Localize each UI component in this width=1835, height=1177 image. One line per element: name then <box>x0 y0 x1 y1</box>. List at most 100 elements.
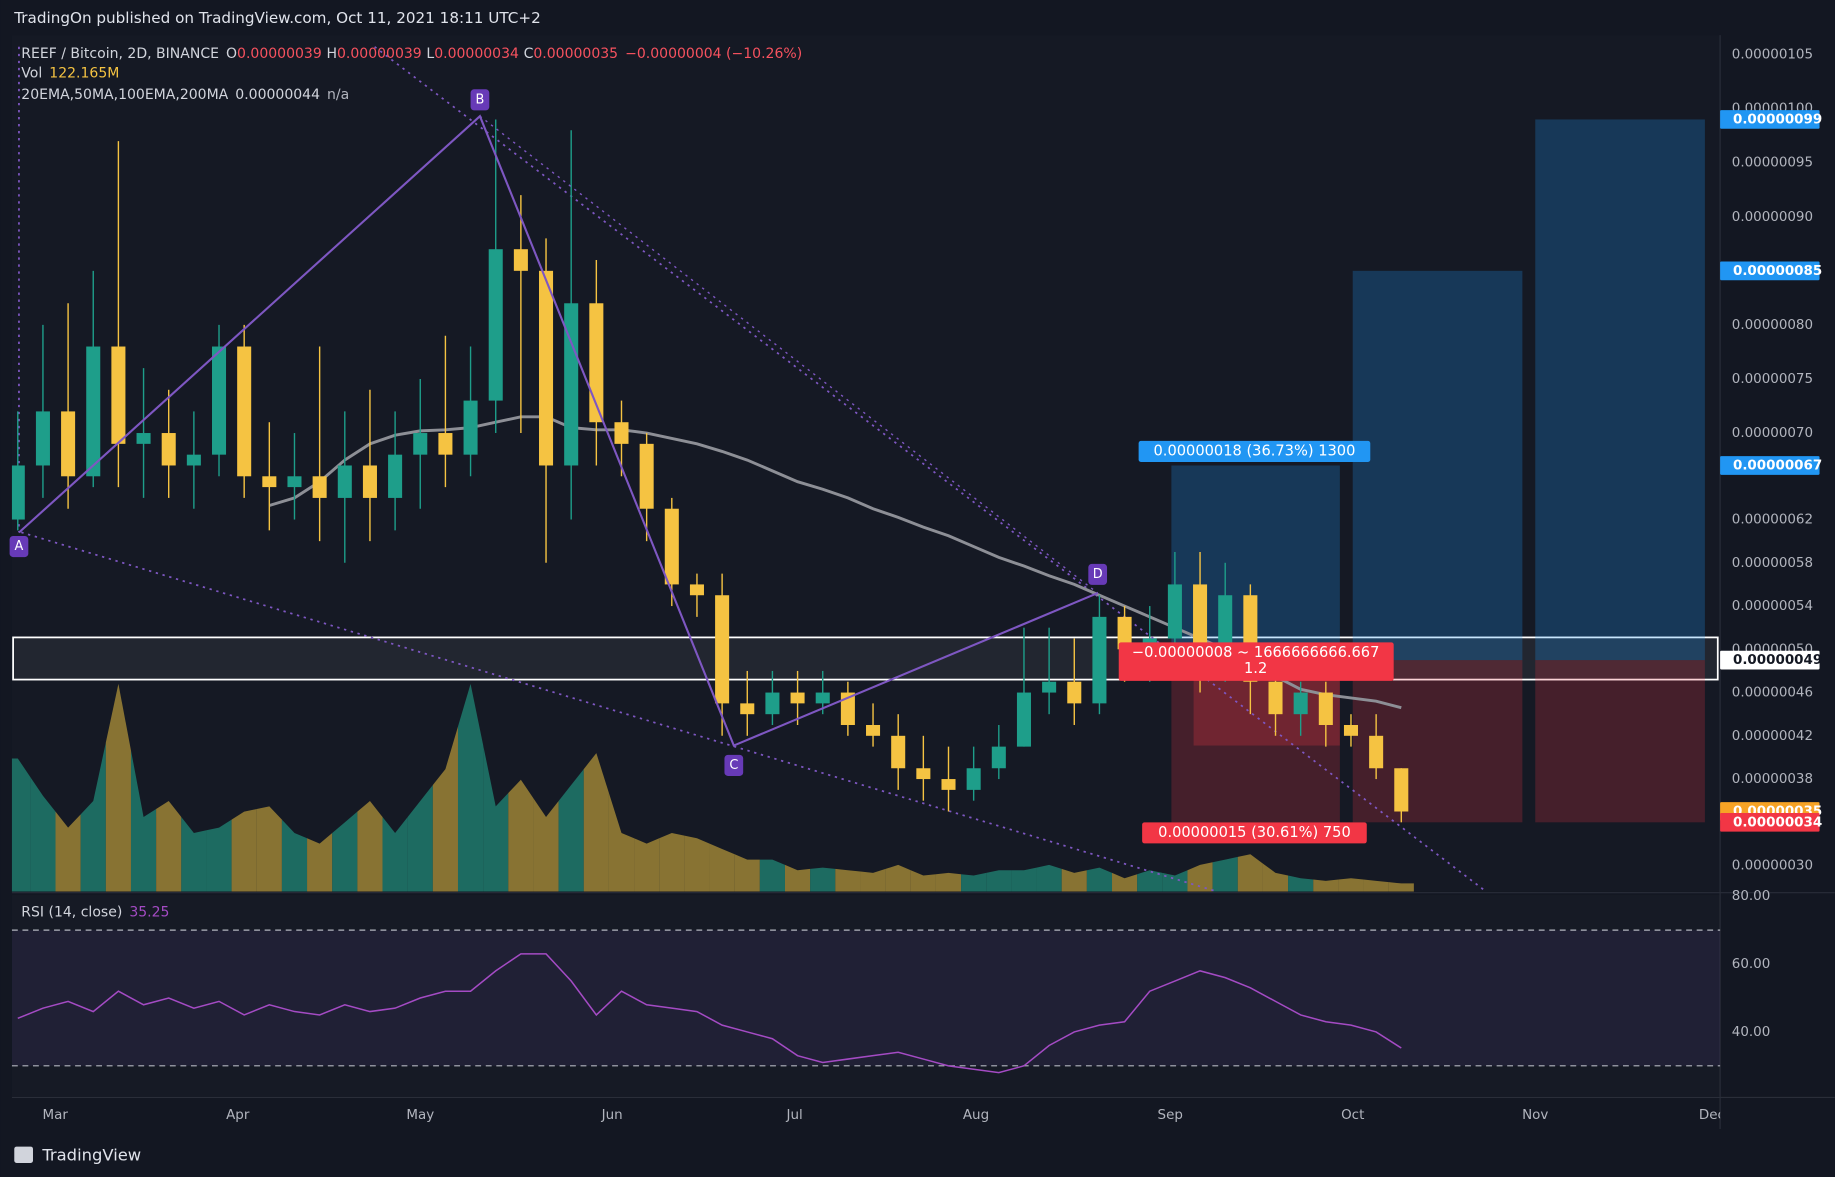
candle-body <box>111 346 126 444</box>
volume-area <box>885 864 911 892</box>
position-label-bg <box>1138 440 1371 462</box>
price-badge <box>1720 456 1820 475</box>
volume-area <box>457 683 484 892</box>
volume-area <box>30 777 56 892</box>
candle-body <box>564 303 579 466</box>
y-tick-label: 0.00000062 <box>1732 513 1813 528</box>
logo <box>14 1146 33 1163</box>
candle-body <box>715 595 730 704</box>
rsi-label: RSI (14, close) <box>21 905 122 921</box>
pattern-badge <box>470 89 490 111</box>
volume-area <box>558 769 584 892</box>
legend-line: REEF / Bitcoin, 2D, BINANCE O0.00000039 H0… <box>21 46 802 62</box>
volume-area <box>1112 872 1138 892</box>
x-tick-label: Mar <box>43 1108 69 1123</box>
volume-area <box>1137 870 1163 892</box>
candle-body <box>1067 681 1082 704</box>
rsi-band <box>11 930 1721 1066</box>
candle-body <box>1268 681 1283 715</box>
candle-body <box>815 692 830 704</box>
candle-body <box>212 346 227 455</box>
position-label: 0.00000015 (30.61%) 750 <box>1158 824 1351 841</box>
volume-area <box>734 854 760 892</box>
candle-body <box>866 724 881 736</box>
x-tick-label: Nov <box>1522 1108 1548 1123</box>
volume-area <box>608 793 635 892</box>
volume-area <box>382 816 408 892</box>
stop-zone <box>1535 660 1705 823</box>
candle-body <box>740 703 755 715</box>
candle-body <box>1016 692 1031 747</box>
volume-area <box>130 750 157 892</box>
position-label: −0.00000008 ~ 1666666666.667 <box>1132 644 1380 661</box>
volume-area <box>835 868 861 892</box>
position-label: 0.00000018 (36.73%) 1300 <box>1154 442 1356 459</box>
price-badge <box>1720 812 1820 832</box>
volume-area <box>206 819 232 892</box>
y-tick-label: 0.00000054 <box>1732 599 1813 614</box>
y-tick-label: 0.00000042 <box>1732 729 1813 744</box>
y-tick-label: 0.00000070 <box>1732 426 1813 441</box>
volume-label: Vol <box>21 66 42 82</box>
candle-body <box>1117 616 1132 650</box>
candle-body <box>287 476 302 488</box>
volume-area <box>1288 875 1314 892</box>
volume-area <box>483 745 509 892</box>
candle-body <box>1394 768 1409 812</box>
volume-area <box>1313 879 1339 892</box>
volume-area <box>55 811 81 892</box>
candle-body <box>1293 692 1308 715</box>
volume-area <box>1011 867 1037 892</box>
candle-body <box>413 433 428 455</box>
x-tick-label: Sep <box>1158 1108 1183 1123</box>
price-badge-label: 0.00000049 <box>1733 653 1822 668</box>
price-badge-label: 0.00000099 <box>1733 112 1822 127</box>
y-tick-label: 0.00000095 <box>1732 156 1813 171</box>
y-tick-label: 0.00000058 <box>1732 556 1813 571</box>
volume-area <box>181 816 207 892</box>
overlay-layer: A B C D 0.00000018 (36.73%) 1300 0.00000015 (… <box>9 89 1394 844</box>
y-tick-label: 0.00000030 <box>1732 859 1813 874</box>
candle-body <box>362 465 377 498</box>
volume-area <box>709 843 735 892</box>
footer-text: TradingView <box>41 1145 141 1164</box>
ohlc-value: 0.00000039 <box>237 46 322 62</box>
time-axis: Mar Apr May Jun Jul Aug Sep Oct Nov Dec <box>43 1108 1725 1123</box>
volume-area <box>583 753 609 892</box>
candle-body <box>966 768 981 790</box>
candle-body <box>438 433 453 455</box>
candle-body <box>840 692 855 725</box>
volume-area <box>634 838 660 892</box>
price-badge <box>1720 650 1820 670</box>
pattern-label: B <box>476 92 485 107</box>
x-tick-label: Dec <box>1699 1108 1725 1123</box>
price-badge-label: 0.00000085 <box>1733 264 1822 279</box>
candle-body <box>790 692 805 704</box>
price-badge <box>1720 110 1820 129</box>
candle-body <box>337 465 352 498</box>
ohlc-key: O <box>226 46 237 62</box>
rsi-legend: RSI (14, close) 35.25 <box>21 905 169 921</box>
change: −0.00000004 (−10.26%) <box>625 46 802 62</box>
rsi-tick-label: 60.00 <box>1732 957 1770 972</box>
volume-area <box>961 872 987 892</box>
y-tick-label: 0.00000075 <box>1732 372 1813 387</box>
footer: TradingView <box>14 1145 141 1164</box>
candle-body <box>765 692 780 715</box>
candle-body <box>1369 735 1384 769</box>
rsi-tick-label: 80.00 <box>1732 889 1770 904</box>
ohlc-key: C <box>524 46 534 62</box>
position-label: 1.2 <box>1244 660 1267 677</box>
target-zone <box>1535 119 1705 661</box>
volume-area <box>231 809 257 892</box>
candle-body <box>312 476 327 498</box>
ohlc-key: H <box>326 46 337 62</box>
candle-body <box>614 422 629 444</box>
rsi-value: 35.25 <box>129 905 169 921</box>
candle-body <box>463 400 478 455</box>
pattern-badge <box>9 536 29 558</box>
volume-area <box>1338 878 1364 892</box>
candle-body <box>664 508 679 585</box>
pattern-badge <box>1088 563 1108 585</box>
